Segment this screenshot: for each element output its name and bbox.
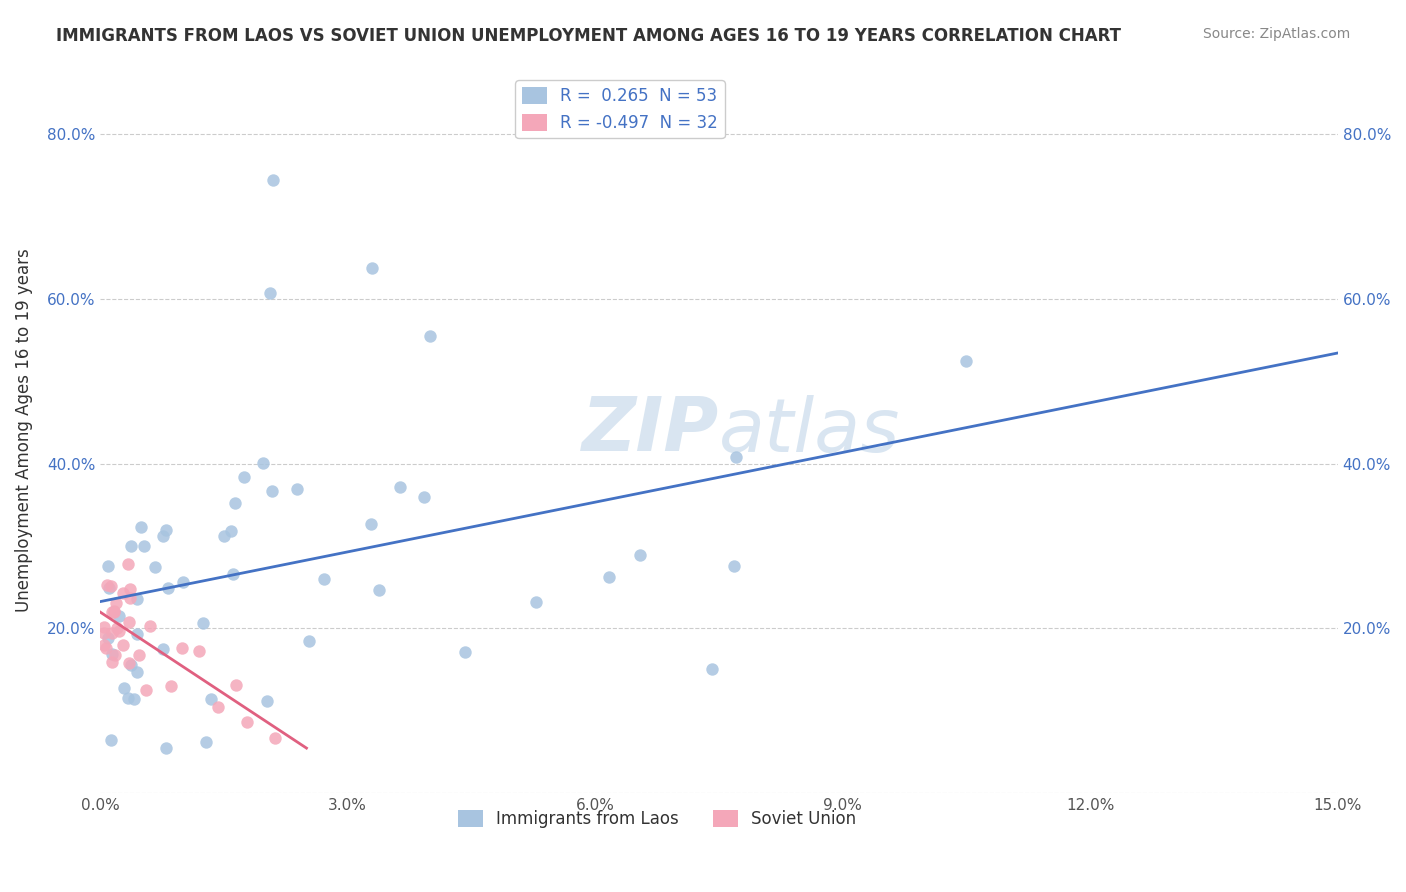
Legend: Immigrants from Laos, Soviet Union: Immigrants from Laos, Soviet Union <box>451 804 863 835</box>
Point <box>118 657 141 671</box>
Point <box>298 634 321 648</box>
Text: ZIP: ZIP <box>582 394 718 467</box>
Point <box>97 631 120 645</box>
Point <box>100 605 122 619</box>
Point <box>128 648 150 662</box>
Point <box>360 516 382 531</box>
Point <box>105 621 128 635</box>
Point <box>155 523 177 537</box>
Point <box>232 470 254 484</box>
Text: Source: ZipAtlas.com: Source: ZipAtlas.com <box>1202 27 1350 41</box>
Point <box>112 681 135 696</box>
Point <box>200 692 222 706</box>
Point <box>93 639 115 653</box>
Point <box>157 581 180 595</box>
Point <box>125 665 148 679</box>
Point <box>172 575 194 590</box>
Point <box>117 615 139 629</box>
Text: IMMIGRANTS FROM LAOS VS SOVIET UNION UNEMPLOYMENT AMONG AGES 16 TO 19 YEARS CORR: IMMIGRANTS FROM LAOS VS SOVIET UNION UNE… <box>56 27 1121 45</box>
Point <box>152 641 174 656</box>
Point <box>112 638 135 652</box>
Point <box>287 483 309 497</box>
Point <box>260 483 283 498</box>
Point <box>111 586 134 600</box>
Point <box>101 648 124 662</box>
Point <box>129 519 152 533</box>
Point <box>413 490 436 504</box>
Point <box>155 740 177 755</box>
Text: atlas: atlas <box>718 394 900 467</box>
Point <box>222 567 245 582</box>
Point <box>132 539 155 553</box>
Point <box>117 690 139 705</box>
Point <box>955 353 977 368</box>
Point <box>454 645 477 659</box>
Point <box>187 644 209 658</box>
Point <box>93 620 115 634</box>
Point <box>389 479 412 493</box>
Point <box>94 641 117 656</box>
Point <box>252 456 274 470</box>
Point <box>105 596 128 610</box>
Point <box>700 662 723 676</box>
Point <box>122 691 145 706</box>
Point <box>125 627 148 641</box>
Point <box>103 605 125 619</box>
Point <box>120 539 142 553</box>
Point <box>259 285 281 300</box>
Point <box>100 579 122 593</box>
Point <box>135 682 157 697</box>
Point <box>264 731 287 745</box>
Y-axis label: Unemployment Among Ages 16 to 19 years: Unemployment Among Ages 16 to 19 years <box>15 249 32 613</box>
Point <box>219 524 242 538</box>
Point <box>100 625 122 640</box>
Point <box>214 529 236 543</box>
Point <box>170 640 193 655</box>
Point <box>207 700 229 714</box>
Point <box>127 592 149 607</box>
Point <box>100 733 122 747</box>
Point <box>263 172 285 186</box>
Point <box>225 678 247 692</box>
Point <box>97 559 120 574</box>
Point <box>143 560 166 574</box>
Point <box>108 624 131 639</box>
Point <box>194 734 217 748</box>
Point <box>118 591 141 606</box>
Point <box>236 714 259 729</box>
Point <box>93 625 115 640</box>
Point <box>117 557 139 571</box>
Point <box>96 577 118 591</box>
Point <box>368 583 391 598</box>
Point <box>101 656 124 670</box>
Point <box>120 657 142 672</box>
Point <box>256 693 278 707</box>
Point <box>97 581 120 595</box>
Point <box>524 595 547 609</box>
Point <box>725 450 748 464</box>
Point <box>159 679 181 693</box>
Point <box>224 496 246 510</box>
Point <box>419 329 441 343</box>
Point <box>312 572 335 586</box>
Point <box>628 549 651 563</box>
Point <box>104 648 127 663</box>
Point <box>108 608 131 623</box>
Point <box>598 570 620 584</box>
Point <box>361 260 384 275</box>
Point <box>191 615 214 630</box>
Point <box>139 618 162 632</box>
Point <box>103 603 125 617</box>
Point <box>152 529 174 543</box>
Point <box>723 558 745 573</box>
Point <box>120 582 142 597</box>
